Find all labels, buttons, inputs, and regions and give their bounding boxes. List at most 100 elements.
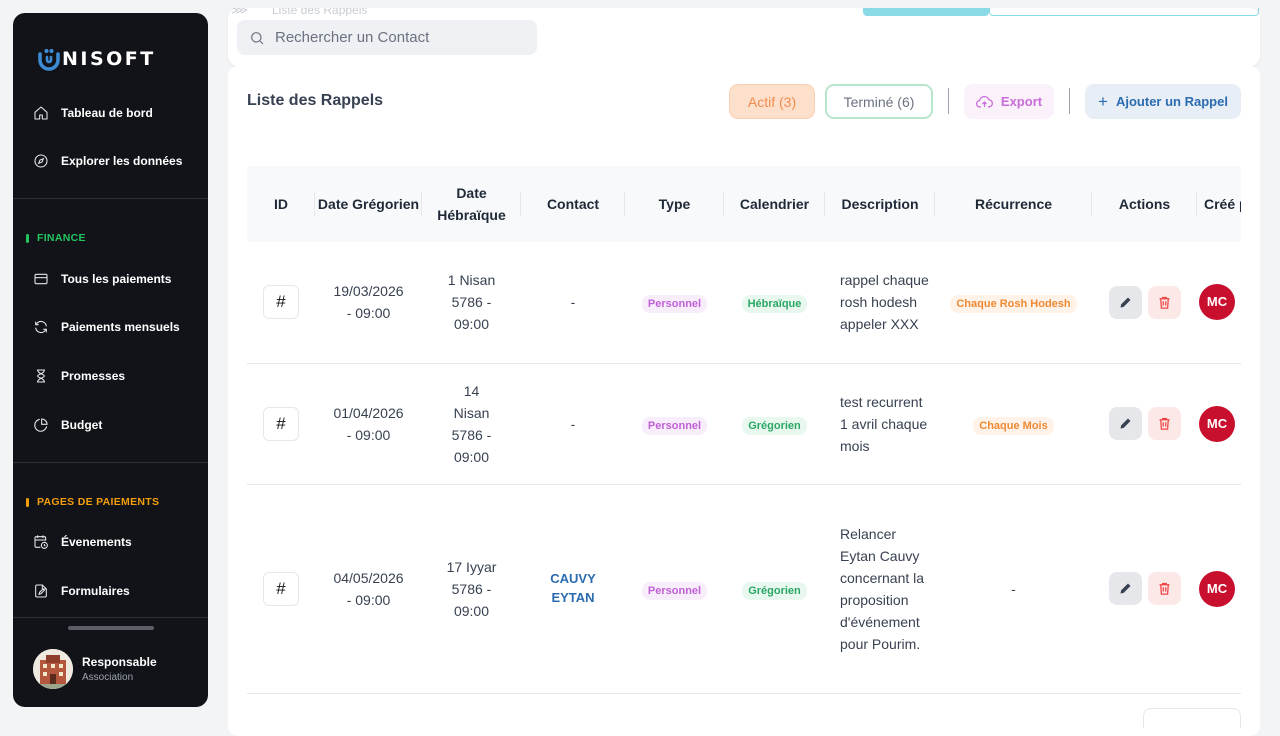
type-badge: Personnel <box>641 581 708 600</box>
home-icon <box>34 106 48 120</box>
sidebar: NISOFT Tableau de bord Explorer les donn… <box>13 13 208 707</box>
edit-button[interactable] <box>1108 572 1142 605</box>
table-row[interactable]: # 01/04/2026 - 09:00 14 Nisan 5786 - 09:… <box>247 363 1241 485</box>
breadcrumb: ⋙ Liste des Rappels <box>228 8 428 16</box>
section-payment-pages: PAGES DE PAIEMENTS <box>26 496 159 508</box>
export-label: Export <box>1000 94 1043 109</box>
column-header-date-gregorian[interactable]: Date Grégorien <box>315 166 422 242</box>
refresh-icon <box>35 321 47 333</box>
trash-icon <box>1159 296 1169 309</box>
search-input[interactable] <box>275 29 525 46</box>
sidebar-item-promises[interactable]: Promesses <box>33 364 125 388</box>
tab-active[interactable]: Actif (3) <box>729 84 815 119</box>
sidebar-item-label: Évenements <box>61 535 132 549</box>
type-badge: Personnel <box>641 416 708 435</box>
sidebar-divider <box>13 198 208 199</box>
section-title: FINANCE <box>37 232 86 244</box>
cell-description: rappel chaque rosh hodesh appeler XXX <box>825 242 935 364</box>
search-icon <box>251 31 264 44</box>
pencil-icon <box>1120 418 1130 429</box>
compass-icon <box>34 154 48 168</box>
id-hash-button[interactable]: # <box>263 406 299 441</box>
column-header-description[interactable]: Description <box>825 166 935 242</box>
type-badge: Personnel <box>641 295 708 314</box>
sidebar-item-label: Tableau de bord <box>61 106 153 120</box>
pencil-icon <box>1120 297 1130 308</box>
cell-date-gregorian: 01/04/2026 - 09:00 <box>315 363 422 485</box>
reminders-card: Liste des Rappels Actif (3) Terminé (6) … <box>228 66 1260 736</box>
cell-contact: - <box>521 242 625 364</box>
search-bar[interactable] <box>237 20 537 55</box>
sidebar-item-all-payments[interactable]: Tous les paiements <box>33 267 171 291</box>
column-header-date-hebrew[interactable]: Date Hébraïque <box>422 166 521 242</box>
sidebar-divider <box>13 617 208 618</box>
sidebar-item-forms[interactable]: Formulaires <box>33 579 130 603</box>
sidebar-item-explore[interactable]: Explorer les données <box>33 149 182 173</box>
section-marker <box>26 497 29 507</box>
section-marker <box>26 233 29 243</box>
column-header-type[interactable]: Type <box>625 166 724 242</box>
column-header-created-by[interactable]: Créé par <box>1204 196 1241 212</box>
section-title: PAGES DE PAIEMENTS <box>37 496 160 508</box>
creator-avatar[interactable]: MC <box>1199 284 1235 321</box>
cell-date-gregorian: 19/03/2026 - 09:00 <box>315 242 422 364</box>
cell-contact: - <box>521 363 625 485</box>
edit-button[interactable] <box>1108 407 1142 440</box>
form-icon <box>35 584 47 598</box>
export-button[interactable]: Export <box>964 84 1054 119</box>
header-ghost-tabs <box>861 8 1261 16</box>
delete-button[interactable] <box>1147 285 1181 319</box>
sidebar-item-label: Explorer les données <box>61 154 183 168</box>
toolbar-divider <box>1069 88 1070 114</box>
sidebar-item-label: Promesses <box>61 369 126 383</box>
cell-recurrence: - <box>935 484 1092 694</box>
sidebar-item-monthly-payments[interactable]: Paiements mensuels <box>33 315 180 339</box>
sidebar-item-budget[interactable]: Budget <box>33 413 102 437</box>
id-hash-button[interactable]: # <box>263 285 299 320</box>
hourglass-icon <box>37 369 45 383</box>
sidebar-item-label: Paiements mensuels <box>61 320 180 334</box>
column-header-id[interactable]: ID <box>247 166 315 242</box>
recurrence-badge: Chaque Mois <box>973 416 1054 435</box>
cell-description: test recurrent 1 avril chaque mois <box>825 363 935 485</box>
sidebar-item-dashboard[interactable]: Tableau de bord <box>33 101 153 125</box>
user-profile[interactable]: Responsable Association <box>33 649 157 689</box>
contact-link[interactable]: CAUVY EYTAN <box>550 571 596 605</box>
sidebar-item-label: Formulaires <box>61 584 130 598</box>
table-row[interactable]: # 19/03/2026 - 09:00 1 Nisan 5786 - 09:0… <box>247 242 1241 364</box>
calendar-clock-icon <box>34 535 48 549</box>
column-header-actions[interactable]: Actions <box>1092 166 1197 242</box>
sidebar-item-label: Tous les paiements <box>61 272 172 286</box>
delete-button[interactable] <box>1147 572 1181 605</box>
creator-avatar[interactable]: MC <box>1199 405 1235 442</box>
top-bar: ⋙ Liste des Rappels <box>228 8 1260 66</box>
cell-date-gregorian: 04/05/2026 - 09:00 <box>315 484 422 694</box>
delete-button[interactable] <box>1147 407 1181 440</box>
reminders-table-container[interactable]: ID Date Grégorien Date Hébraïque Contact… <box>247 166 1241 736</box>
toolbar-divider <box>948 88 949 114</box>
pagination-control[interactable] <box>1143 708 1241 728</box>
id-hash-button[interactable]: # <box>263 571 299 606</box>
breadcrumb-current: Liste des Rappels <box>272 8 368 16</box>
avatar <box>33 649 73 689</box>
column-header-recurrence[interactable]: Récurrence <box>935 166 1092 242</box>
calendar-badge: Grégorien <box>742 581 807 600</box>
column-header-calendar[interactable]: Calendrier <box>724 166 825 242</box>
creator-avatar[interactable]: MC <box>1199 570 1235 607</box>
column-header-contact[interactable]: Contact <box>521 166 625 242</box>
credit-card-icon <box>34 273 48 285</box>
sidebar-scrollbar[interactable] <box>68 626 154 630</box>
trash-icon <box>1159 417 1169 430</box>
tab-done[interactable]: Terminé (6) <box>825 84 933 119</box>
add-reminder-button[interactable]: + Ajouter un Rappel <box>1085 84 1241 119</box>
edit-button[interactable] <box>1108 285 1142 319</box>
cell-description: Relancer Eytan Cauvy concernant la propo… <box>825 484 935 694</box>
user-name: Responsable <box>82 655 157 669</box>
sidebar-item-events[interactable]: Évenements <box>33 530 132 554</box>
section-finance: FINANCE <box>26 232 86 244</box>
pencil-icon <box>1120 583 1130 594</box>
table-row[interactable]: # 04/05/2026 - 09:00 17 Iyyar 5786 - 09:… <box>247 484 1241 694</box>
brand-logo[interactable]: NISOFT <box>37 46 156 72</box>
sidebar-divider <box>13 462 208 463</box>
unisoft-logo-icon <box>38 48 60 71</box>
